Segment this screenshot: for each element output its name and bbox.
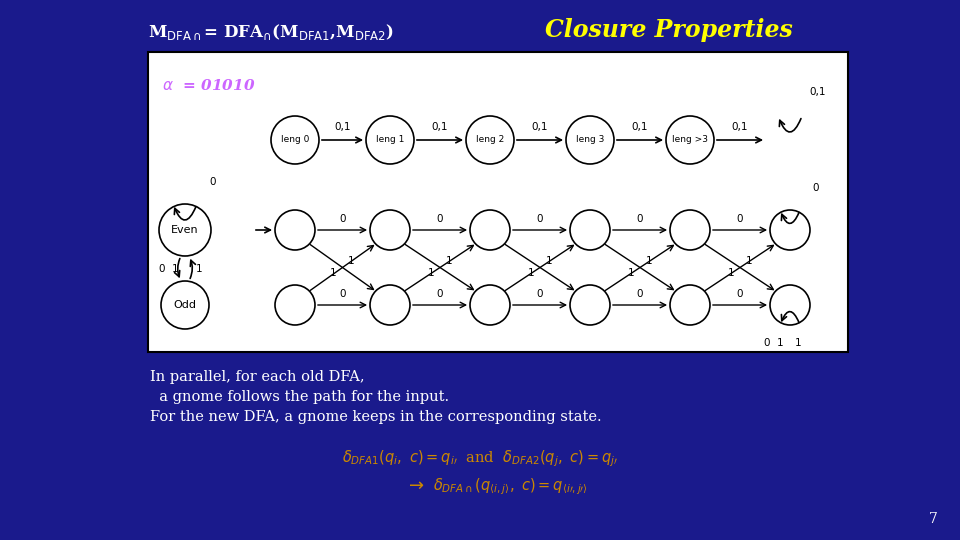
Circle shape <box>370 210 410 250</box>
Circle shape <box>770 285 810 325</box>
Text: leng 2: leng 2 <box>476 136 504 145</box>
Text: 1: 1 <box>628 268 635 279</box>
Text: Even: Even <box>171 225 199 235</box>
Text: 1: 1 <box>196 265 203 274</box>
Text: 0: 0 <box>736 289 743 299</box>
Text: a gnome follows the path for the input.: a gnome follows the path for the input. <box>150 390 449 404</box>
Circle shape <box>159 204 211 256</box>
Circle shape <box>570 285 610 325</box>
Circle shape <box>470 285 510 325</box>
Text: 1: 1 <box>348 256 355 267</box>
Text: In parallel, for each old DFA,: In parallel, for each old DFA, <box>150 370 365 384</box>
Text: leng 0: leng 0 <box>281 136 309 145</box>
Text: $\delta_{DFA1}(q_i,\ c) = q_{i\prime}$  and  $\delta_{DFA2}(q_j,\ c) = q_{j\prim: $\delta_{DFA1}(q_i,\ c) = q_{i\prime}$ a… <box>342 448 618 469</box>
Text: 1: 1 <box>795 338 802 348</box>
Circle shape <box>370 285 410 325</box>
Text: 1: 1 <box>528 268 535 279</box>
Text: 1: 1 <box>646 256 652 267</box>
Text: Closure Properties: Closure Properties <box>545 18 793 42</box>
Circle shape <box>770 210 810 250</box>
Text: 1: 1 <box>545 256 552 267</box>
Text: 0,1: 0,1 <box>632 122 648 132</box>
Text: 0: 0 <box>537 214 543 224</box>
Text: 0: 0 <box>209 177 216 187</box>
Text: leng >3: leng >3 <box>672 136 708 145</box>
Text: 0  1: 0 1 <box>159 265 179 274</box>
Text: 1: 1 <box>445 256 452 267</box>
Circle shape <box>570 210 610 250</box>
Text: 0,1: 0,1 <box>732 122 748 132</box>
Circle shape <box>366 116 414 164</box>
Circle shape <box>271 116 319 164</box>
Text: leng 3: leng 3 <box>576 136 604 145</box>
Text: 0,1: 0,1 <box>809 87 827 97</box>
Circle shape <box>161 281 209 329</box>
Text: 0: 0 <box>339 289 346 299</box>
Circle shape <box>670 285 710 325</box>
Circle shape <box>666 116 714 164</box>
Text: 0: 0 <box>736 214 743 224</box>
Text: 0: 0 <box>437 214 444 224</box>
Text: Odd: Odd <box>174 300 197 310</box>
Text: 0: 0 <box>813 183 819 193</box>
Text: $\delta_{DFA\cap}(q_{\langle i,j\rangle},\ c) = q_{\langle i\prime,j\prime\rangl: $\delta_{DFA\cap}(q_{\langle i,j\rangle}… <box>433 476 588 497</box>
Text: 1: 1 <box>728 268 734 279</box>
Circle shape <box>470 210 510 250</box>
Text: 1: 1 <box>428 268 434 279</box>
Circle shape <box>670 210 710 250</box>
Text: 1: 1 <box>746 256 753 267</box>
Text: 0: 0 <box>437 289 444 299</box>
Text: 0: 0 <box>636 214 643 224</box>
Circle shape <box>275 210 315 250</box>
Text: 1: 1 <box>330 268 337 279</box>
Text: 0: 0 <box>636 289 643 299</box>
Text: leng 1: leng 1 <box>375 136 404 145</box>
Text: 0,1: 0,1 <box>532 122 548 132</box>
Circle shape <box>275 285 315 325</box>
Text: M$_{\rm DFA\cap}$= DFA$_{\cap}$(M$_{\rm DFA1}$,M$_{\rm DFA2}$): M$_{\rm DFA\cap}$= DFA$_{\cap}$(M$_{\rm … <box>148 22 394 42</box>
Text: 0: 0 <box>537 289 543 299</box>
Text: 0,1: 0,1 <box>334 122 350 132</box>
Text: 0  1: 0 1 <box>764 338 783 348</box>
Text: 0: 0 <box>339 214 346 224</box>
Circle shape <box>466 116 514 164</box>
Text: 0,1: 0,1 <box>432 122 448 132</box>
Text: 7: 7 <box>929 512 938 526</box>
FancyBboxPatch shape <box>148 52 848 352</box>
Circle shape <box>566 116 614 164</box>
Text: $\rightarrow$: $\rightarrow$ <box>405 476 425 494</box>
Text: $\alpha$  = 01010: $\alpha$ = 01010 <box>162 78 255 93</box>
Text: For the new DFA, a gnome keeps in the corresponding state.: For the new DFA, a gnome keeps in the co… <box>150 410 602 424</box>
